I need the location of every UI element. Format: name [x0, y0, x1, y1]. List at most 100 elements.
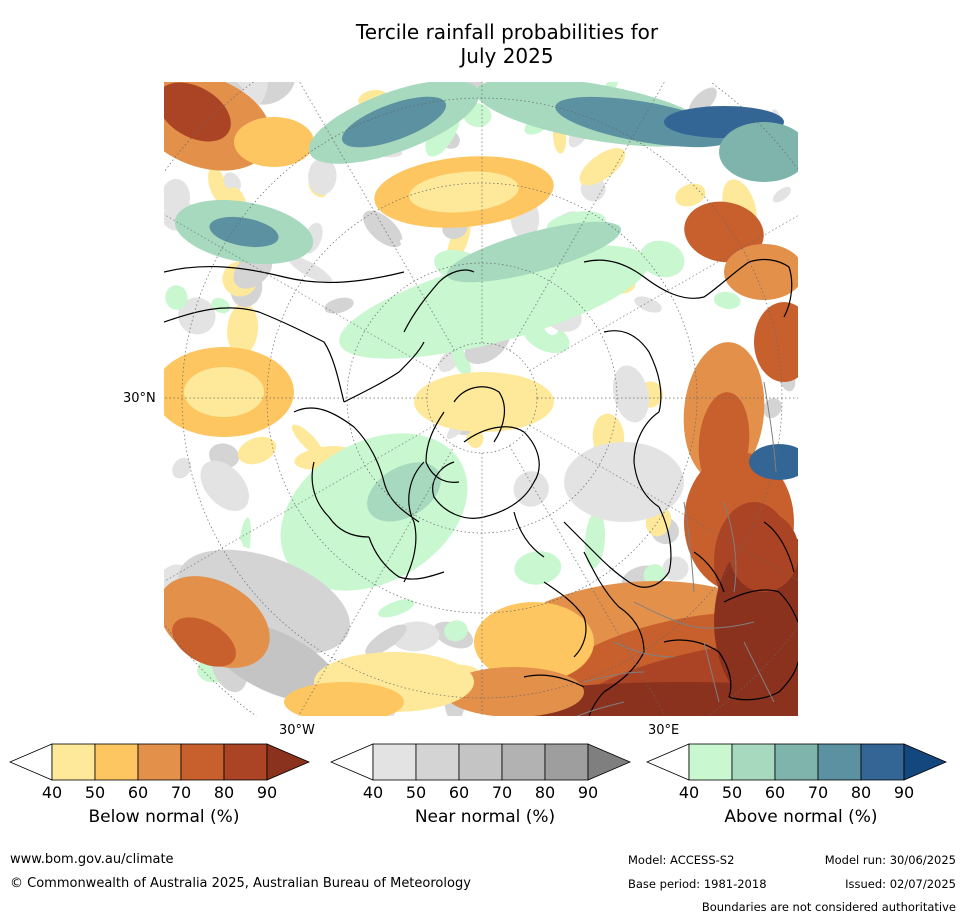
colorbar-near-label: Near normal (%): [414, 807, 556, 827]
colorbar-over-triangle: [266, 743, 311, 781]
colorbar-tick-label: 70: [491, 783, 513, 802]
colorbar-swatch: [688, 743, 733, 781]
colorbar-tick-label: 80: [213, 783, 235, 802]
shading-patch: [643, 564, 666, 586]
shading-region: [414, 372, 554, 432]
shading-region: [284, 682, 404, 716]
coastline: [368, 536, 445, 580]
copyright-text: © Commonwealth of Australia 2025, Austra…: [10, 876, 471, 891]
shading-region: [339, 245, 649, 359]
shading-region: [184, 367, 264, 417]
country-borders: [576, 381, 777, 716]
coastline: [293, 407, 420, 523]
shading-region: [444, 667, 584, 716]
coastline: [563, 521, 630, 583]
website-link[interactable]: www.bom.gov.au/climate: [10, 852, 174, 867]
coastline: [583, 551, 645, 653]
shading-patch: [339, 200, 364, 224]
colorbar-under-triangle: [330, 743, 374, 781]
shading-patch: [400, 239, 433, 269]
colorbar-above-label: Above normal (%): [724, 807, 878, 827]
country-border: [583, 671, 645, 683]
colorbar-tick-label: 40: [678, 783, 700, 802]
country-border: [633, 601, 755, 629]
colorbar-below-swatches: [9, 743, 311, 781]
coastline: [463, 426, 540, 518]
shading-patch: [452, 346, 471, 377]
country-border: [723, 501, 737, 593]
shading-patch: [208, 167, 228, 204]
colorbar-tick-label: 40: [41, 783, 63, 802]
longitude-label-30w: 30°W: [279, 723, 315, 738]
shading-patch: [200, 460, 249, 511]
shading-patch: [631, 198, 661, 230]
coastline: [748, 258, 793, 318]
colorbar-tick-label: 50: [84, 783, 106, 802]
colorbar-tick-label: 70: [170, 783, 192, 802]
shading-patch: [675, 183, 706, 207]
graticule: [164, 82, 798, 716]
shading-patch: [165, 285, 188, 310]
coastline: [628, 506, 672, 588]
shading-patch: [579, 148, 626, 186]
coastline: [311, 461, 370, 538]
coastline: [603, 330, 662, 413]
coastline: [763, 521, 795, 573]
shading-region: [367, 462, 441, 522]
colorbar-over-triangle: [903, 743, 948, 781]
title-line-2: July 2025: [460, 44, 554, 68]
colorbar-below-label: Below normal (%): [88, 807, 240, 827]
shading-patch: [237, 436, 277, 465]
colorbar-below-ticks: 40 50 60 70 80 90: [9, 783, 319, 803]
coastlines: [164, 258, 798, 716]
shading-patch: [662, 556, 689, 581]
colorbar-swatch: [458, 743, 503, 781]
coastline: [543, 581, 587, 658]
colorbar-tick-label: 60: [764, 783, 786, 802]
issued-date: Issued: 02/07/2025: [845, 877, 956, 891]
colorbar-swatch: [137, 743, 182, 781]
colorbar-swatch: [731, 743, 776, 781]
colorbar-swatch: [94, 743, 139, 781]
colorbar-tick-label: 90: [893, 783, 915, 802]
coastline: [403, 269, 475, 333]
colorbar-swatch: [860, 743, 905, 781]
shading-patch: [713, 291, 741, 309]
shading-patch: [772, 186, 791, 203]
colorbar-swatch: [372, 743, 417, 781]
coastline: [432, 461, 485, 519]
shading-patch: [584, 511, 606, 569]
shading-region: [446, 221, 622, 283]
shading-region: [164, 82, 231, 142]
country-border: [703, 641, 720, 703]
shading-region: [754, 302, 798, 382]
colorbar-above-normal: 40 50 60 70 80 90 Above normal (%): [646, 742, 956, 842]
coastline: [343, 341, 425, 403]
longitude-label-30e: 30°E: [648, 723, 680, 738]
coastline: [164, 265, 405, 284]
coastline: [633, 411, 660, 508]
shading-patch: [365, 624, 407, 656]
colorbar-swatch: [817, 743, 862, 781]
colorbar-swatch: [180, 743, 225, 781]
shading-patch: [324, 297, 354, 314]
shading-patch: [223, 172, 241, 192]
colorbar-near-swatches: [330, 743, 632, 781]
country-border: [763, 381, 777, 473]
country-border: [743, 641, 775, 703]
shading-patch: [172, 457, 192, 479]
shading-region: [209, 216, 279, 248]
coastline: [583, 259, 750, 299]
colorbar-swatch: [774, 743, 819, 781]
shading-patch: [378, 599, 415, 618]
colorbar-tick-label: 50: [721, 783, 743, 802]
shading-patch: [658, 151, 685, 183]
probability-shading: [164, 82, 798, 716]
shading-region: [341, 96, 447, 148]
colorbar-tick-label: 50: [405, 783, 427, 802]
latitude-label-30n: 30°N: [123, 391, 156, 406]
coastline: [425, 411, 460, 483]
shading-patch: [752, 82, 780, 95]
coastline: [164, 307, 345, 403]
colorbar-swatch: [51, 743, 96, 781]
